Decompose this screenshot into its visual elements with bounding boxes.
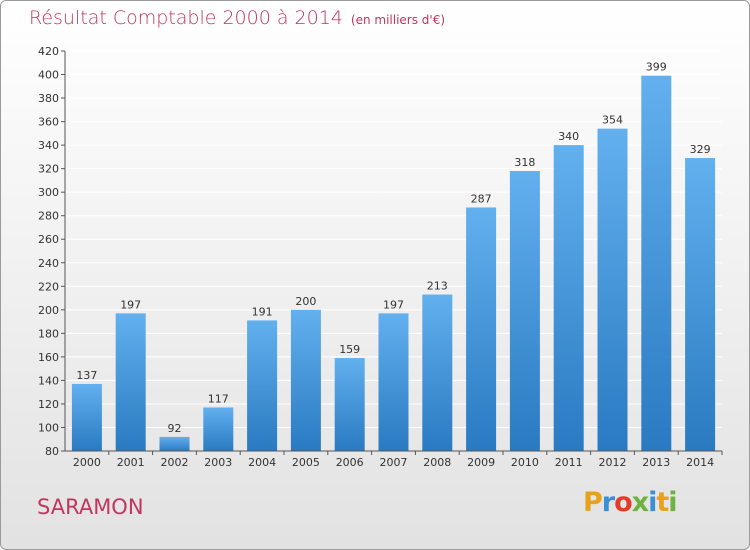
bar-value-label: 340 (558, 130, 579, 143)
x-tick-label: 2012 (599, 456, 627, 469)
y-tick-label: 200 (38, 304, 59, 317)
bar-value-label: 197 (120, 298, 141, 311)
bar (334, 358, 365, 451)
x-tick-label: 2005 (292, 456, 320, 469)
bar-value-label: 329 (690, 143, 711, 156)
chart-title-unit: (en milliers d'€) (350, 13, 446, 27)
logo-letter: P (583, 487, 603, 518)
bar-value-label: 159 (339, 343, 360, 356)
logo-letter: i (668, 487, 677, 518)
bar (203, 407, 234, 451)
y-tick-label: 320 (38, 163, 59, 176)
proxiti-logo: Proxiti (583, 487, 678, 518)
y-tick-label: 300 (38, 186, 59, 199)
y-tick-label: 360 (38, 116, 59, 129)
y-tick-label: 380 (38, 92, 59, 105)
bar-value-label: 287 (471, 192, 492, 205)
x-tick-label: 2010 (511, 456, 539, 469)
bar-value-label: 197 (383, 298, 404, 311)
y-tick-label: 420 (38, 45, 59, 58)
x-tick-label: 2011 (555, 456, 583, 469)
x-tick-label: 2007 (380, 456, 408, 469)
axes (61, 50, 723, 455)
bar-value-label: 117 (208, 392, 229, 405)
place-name: SARAMON (37, 495, 144, 519)
bar (685, 158, 716, 451)
y-tick-label: 160 (38, 351, 59, 364)
bar (466, 207, 497, 451)
y-tick-label: 80 (45, 445, 59, 458)
logo-letter: r (601, 487, 615, 518)
x-tick-label: 2009 (467, 456, 495, 469)
x-tick-label: 2000 (73, 456, 101, 469)
y-tick-label: 260 (38, 233, 59, 246)
chart-title: Résultat Comptable 2000 à 2014 (en millie… (29, 7, 445, 29)
y-tick-label: 120 (38, 398, 59, 411)
bars (71, 75, 716, 452)
x-tick-label: 2014 (686, 456, 714, 469)
logo-letter: x (631, 487, 649, 518)
x-tick-label: 2004 (248, 456, 276, 469)
y-tick-label: 100 (38, 421, 59, 434)
chart-title-main: Résultat Comptable 2000 à 2014 (29, 7, 343, 29)
bar (159, 436, 190, 451)
x-tick-label: 2013 (642, 456, 670, 469)
y-tick-label: 400 (38, 69, 59, 82)
bar (597, 128, 628, 451)
bar (71, 383, 102, 451)
bar-value-label: 318 (514, 156, 535, 169)
bar (290, 309, 321, 451)
x-tick-label: 2008 (423, 456, 451, 469)
y-tick-label: 340 (38, 139, 59, 152)
bar (553, 145, 584, 451)
bar-value-label: 354 (602, 114, 623, 127)
bar (247, 320, 278, 451)
labels: 80 100 120 140 160 180 200 220 240 260 280 300 320 34… (38, 45, 714, 469)
bar-value-label: 191 (252, 305, 273, 318)
logo-letter: t (656, 487, 669, 518)
bar-value-label: 92 (168, 422, 182, 435)
x-tick-label: 2006 (336, 456, 364, 469)
y-tick-label: 240 (38, 257, 59, 270)
y-tick-label: 180 (38, 327, 59, 340)
y-tick-label: 220 (38, 280, 59, 293)
bar-value-label: 200 (295, 295, 316, 308)
bar-value-label: 399 (646, 61, 667, 74)
bar-value-label: 137 (76, 369, 97, 382)
bar (378, 313, 409, 451)
bar (422, 294, 453, 451)
bar (115, 313, 146, 451)
x-tick-label: 2001 (117, 456, 145, 469)
bar-value-label: 213 (427, 280, 448, 293)
x-tick-label: 2003 (204, 456, 232, 469)
y-tick-label: 280 (38, 210, 59, 223)
bar (509, 171, 540, 451)
logo-letter: i (648, 487, 657, 518)
bar (641, 75, 672, 452)
y-tick-label: 140 (38, 374, 59, 387)
x-tick-label: 2002 (161, 456, 189, 469)
logo-letter: o (614, 487, 633, 518)
